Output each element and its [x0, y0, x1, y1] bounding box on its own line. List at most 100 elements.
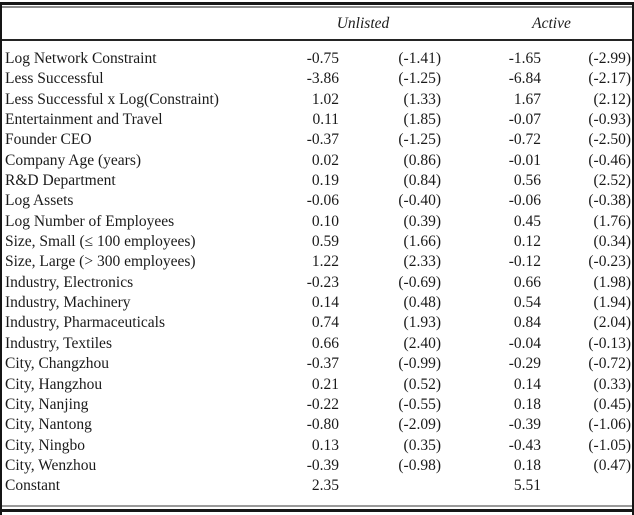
- tstat-active: (2.52): [593, 172, 631, 190]
- coef-unlisted: -0.75: [306, 50, 339, 67]
- table-row: Founder CEO -0.37 (-1.25) -0.72 (-2.50): [2, 130, 632, 150]
- tstat-unlisted: (-0.55): [398, 395, 441, 413]
- coef-unlisted: 1.02: [311, 90, 339, 108]
- tstat-unlisted: (-0.69): [398, 273, 441, 291]
- row-variable-label: Industry, Pharmaceuticals: [5, 314, 165, 332]
- tstat-unlisted: (2.33): [403, 253, 441, 271]
- header-group-active: Active: [532, 14, 571, 32]
- row-variable-label: R&D Department: [5, 172, 116, 190]
- tstat-active: (-0.93): [588, 111, 631, 129]
- tstat-unlisted: (0.52): [403, 375, 441, 393]
- row-variable-label: City, Nanjing: [5, 395, 89, 413]
- table-header-row: Unlisted Active: [2, 8, 632, 39]
- table-row: City, Ningbo 0.13 (0.35) -0.43 (-1.05): [2, 436, 632, 456]
- coef-active: 0.18: [513, 395, 541, 413]
- tstat-active: (-0.38): [588, 192, 631, 210]
- coef-active: -0.01: [508, 151, 541, 169]
- coef-active: 0.14: [513, 375, 541, 393]
- coef-active: -1.65: [508, 50, 541, 67]
- row-variable-label: Less Successful x Log(Constraint): [5, 90, 219, 108]
- coef-active: -0.43: [508, 436, 541, 454]
- tstat-active: (-1.05): [588, 436, 631, 454]
- top-rule-thin: [2, 6, 632, 8]
- tstat-active: [541, 476, 632, 496]
- tstat-unlisted: (2.40): [403, 334, 441, 352]
- row-variable-label: Log Assets: [5, 192, 74, 210]
- coef-unlisted: 0.21: [311, 375, 339, 393]
- table-body: Log Network Constraint -0.75 (-1.41) -1.…: [2, 49, 632, 497]
- tstat-active: (-0.72): [588, 355, 631, 373]
- coef-unlisted: 0.02: [311, 151, 339, 169]
- row-variable-label: Constant: [5, 477, 61, 495]
- coef-active: 0.66: [513, 273, 541, 291]
- row-variable-label: City, Wenzhou: [5, 456, 97, 474]
- table-row: City, Nantong -0.80 (-2.09) -0.39 (-1.06…: [2, 415, 632, 435]
- tstat-active: (0.34): [593, 233, 631, 251]
- coef-unlisted: -0.23: [306, 273, 339, 291]
- row-variable-label: Size, Large (> 300 employees): [5, 253, 196, 271]
- table-row: Industry, Textiles 0.66 (2.40) -0.04 (-0…: [2, 334, 632, 354]
- top-rule-thick: [2, 2, 632, 5]
- tstat-active: (-2.99): [588, 50, 631, 67]
- coef-unlisted: 0.74: [311, 314, 339, 332]
- tstat-unlisted: (0.84): [403, 172, 441, 190]
- coef-unlisted: 0.19: [311, 172, 339, 190]
- coef-active: 0.18: [513, 456, 541, 474]
- tstat-active: (-1.06): [588, 416, 631, 434]
- table-row: Constant 2.35 5.51: [2, 476, 632, 496]
- coef-active: -0.06: [508, 192, 541, 210]
- tstat-unlisted: (-0.40): [398, 192, 441, 210]
- table-row: City, Changzhou -0.37 (-0.99) -0.29 (-0.…: [2, 354, 632, 374]
- coef-unlisted: 0.10: [311, 212, 339, 230]
- tstat-unlisted: (0.35): [403, 436, 441, 454]
- coef-active: -0.72: [508, 131, 541, 149]
- row-variable-label: Industry, Textiles: [5, 334, 112, 352]
- coef-active: 1.67: [513, 90, 541, 108]
- tstat-unlisted: (-1.25): [398, 70, 441, 88]
- row-variable-label: City, Nantong: [5, 416, 92, 434]
- coef-active: -0.04: [508, 334, 541, 352]
- table-row: Entertainment and Travel 0.11 (1.85) -0.…: [2, 110, 632, 130]
- table-row: Less Successful x Log(Constraint) 1.02 (…: [2, 90, 632, 110]
- bottom-rule-thick: [2, 508, 632, 512]
- table-row: R&D Department 0.19 (0.84) 0.56 (2.52): [2, 171, 632, 191]
- row-variable-label: Company Age (years): [5, 151, 142, 169]
- row-variable-label: Less Successful: [5, 70, 104, 88]
- coef-unlisted: -3.86: [306, 70, 339, 88]
- coef-unlisted: -0.39: [306, 456, 339, 474]
- tstat-active: (-2.17): [588, 70, 631, 88]
- table-row: City, Nanjing -0.22 (-0.55) 0.18 (0.45): [2, 395, 632, 415]
- coef-active: 5.51: [513, 477, 541, 495]
- coef-unlisted: 0.66: [311, 334, 339, 352]
- coef-active: -0.29: [508, 355, 541, 373]
- tstat-active: (1.94): [593, 294, 631, 312]
- coef-active: 0.12: [513, 233, 541, 251]
- tstat-unlisted: (1.66): [403, 233, 441, 251]
- coef-unlisted: -0.80: [306, 416, 339, 434]
- table-row: Company Age (years) 0.02 (0.86) -0.01 (-…: [2, 151, 632, 171]
- row-variable-label: City, Hangzhou: [5, 375, 103, 393]
- tstat-unlisted: (1.85): [403, 111, 441, 129]
- tstat-active: (2.12): [593, 90, 631, 108]
- coef-unlisted: 2.35: [311, 477, 339, 495]
- row-variable-label: Log Number of Employees: [5, 212, 175, 230]
- coef-unlisted: -0.06: [306, 192, 339, 210]
- coef-active: 0.56: [513, 172, 541, 190]
- coef-active: -0.07: [508, 111, 541, 129]
- table-row: City, Wenzhou -0.39 (-0.98) 0.18 (0.47): [2, 456, 632, 476]
- tstat-unlisted: (0.86): [403, 151, 441, 169]
- table-row: Industry, Pharmaceuticals 0.74 (1.93) 0.…: [2, 313, 632, 333]
- row-variable-label: City, Ningbo: [5, 436, 85, 454]
- header-group-unlisted: Unlisted: [336, 14, 390, 32]
- tstat-unlisted: (1.93): [403, 314, 441, 332]
- row-variable-label: City, Changzhou: [5, 355, 110, 373]
- coef-active: -6.84: [508, 70, 541, 88]
- row-variable-label: Founder CEO: [5, 131, 92, 149]
- tstat-active: (0.33): [593, 375, 631, 393]
- coef-unlisted: -0.37: [306, 131, 339, 149]
- coef-unlisted: 0.14: [311, 294, 339, 312]
- coef-active: 0.45: [513, 212, 541, 230]
- tstat-active: (2.04): [593, 314, 631, 332]
